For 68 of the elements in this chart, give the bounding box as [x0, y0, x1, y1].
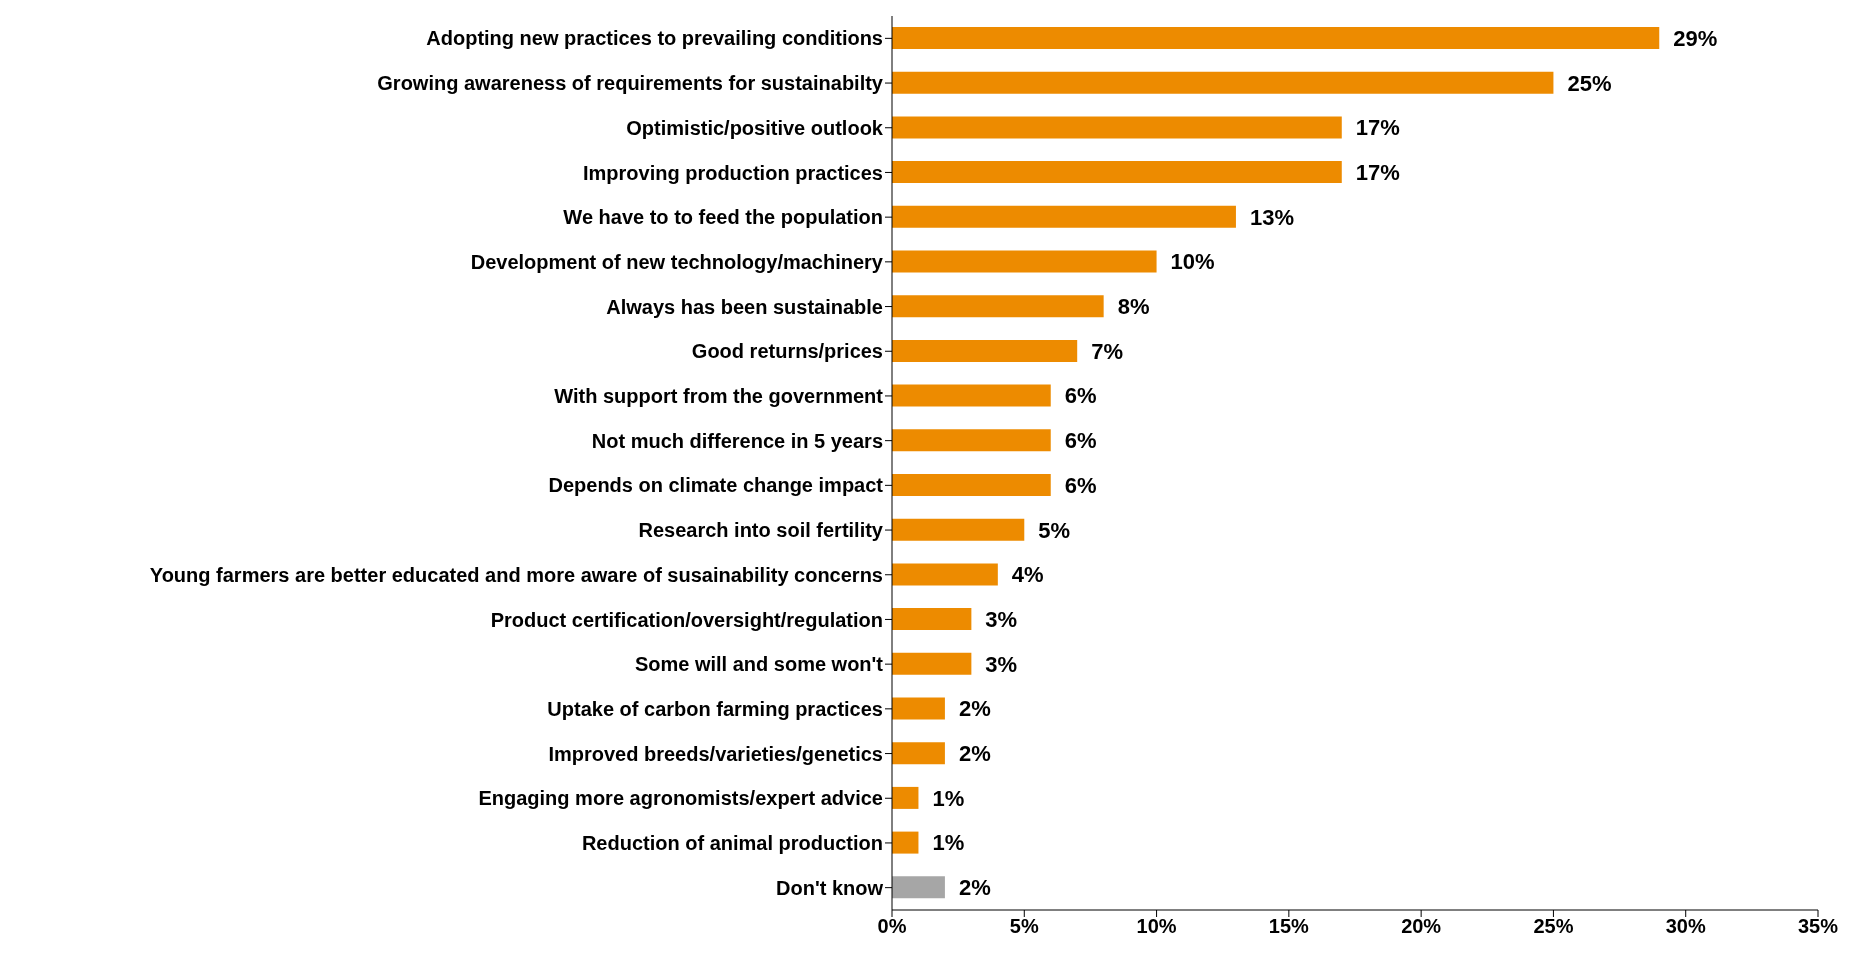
data-label: 2%	[958, 696, 991, 722]
data-label: 17%	[1355, 159, 1400, 185]
bar	[892, 161, 1342, 184]
data-label: 6%	[1064, 472, 1097, 498]
data-label: 25%	[1567, 70, 1612, 96]
bar	[892, 697, 945, 720]
y-tick-label: Adopting new practices to prevailing conditions	[426, 27, 883, 50]
y-tick-label: With support from the government	[554, 385, 884, 408]
data-label: 2%	[958, 741, 991, 767]
bar	[892, 384, 1051, 407]
y-tick-label: Research into soil fertility	[638, 519, 884, 542]
data-label: 5%	[1038, 517, 1071, 543]
y-tick-label: Young farmers are better educated and more aware of susainability concerns	[149, 563, 883, 586]
data-label: 7%	[1091, 338, 1123, 364]
bar	[892, 71, 1554, 94]
bar	[892, 786, 919, 809]
y-tick-label: Reduction of animal production	[581, 832, 883, 855]
data-label: 10%	[1170, 249, 1215, 275]
y-tick-label: We have to to feed the population	[563, 206, 883, 229]
x-tick-label: 10%	[1136, 915, 1177, 938]
bar	[892, 742, 945, 765]
y-tick-label: Always has been sustainable	[606, 295, 883, 318]
data-label: 6%	[1064, 383, 1097, 409]
data-label: 3%	[985, 606, 1018, 632]
y-tick-label: Improving production practices	[582, 161, 883, 184]
y-tick-label: Engaging more agronomists/expert advice	[478, 787, 883, 810]
y-tick-label: Some will and some won't	[634, 653, 884, 676]
bar	[892, 116, 1342, 139]
data-label: 29%	[1673, 25, 1718, 51]
bar	[892, 876, 945, 899]
bar	[892, 27, 1660, 49]
data-label: 17%	[1355, 115, 1400, 141]
y-tick-label: Growing awareness of requirements for sustainabilty	[377, 72, 884, 95]
x-tick-label: 15%	[1268, 915, 1310, 938]
x-tick-label: 30%	[1665, 915, 1706, 938]
y-tick-label: Optimistic/positive outlook	[626, 116, 884, 139]
bar	[892, 339, 1078, 362]
data-label: 3%	[985, 651, 1018, 677]
y-tick-label: Not much difference in 5 years	[591, 429, 883, 452]
y-tick-label: Good returns/prices	[691, 340, 883, 363]
x-tick-label: 25%	[1533, 915, 1574, 938]
y-tick-label: Depends on climate change impact	[548, 474, 884, 497]
data-label: 6%	[1064, 428, 1097, 454]
bar	[892, 518, 1025, 541]
data-label: 1%	[932, 830, 965, 856]
y-tick-label: Improved breeds/varieties/genetics	[548, 742, 883, 765]
y-tick-label: Development of new technology/machinery	[470, 250, 884, 273]
bar	[892, 250, 1157, 273]
data-label: 1%	[932, 785, 965, 811]
x-tick-label: 5%	[1009, 915, 1039, 938]
bar	[892, 295, 1104, 318]
data-label: 2%	[958, 875, 991, 901]
y-tick-label: Product certification/oversight/regulation	[490, 608, 883, 631]
bar	[892, 608, 972, 631]
x-tick-label: 35%	[1797, 915, 1839, 938]
bar	[892, 205, 1236, 228]
bar	[892, 474, 1051, 496]
y-tick-label: Uptake of carbon farming practices	[547, 697, 883, 720]
x-tick-label: 0%	[877, 915, 907, 938]
data-label: 8%	[1117, 294, 1150, 320]
x-tick-label: 20%	[1401, 915, 1442, 938]
bar	[892, 831, 919, 854]
data-label: 4%	[1011, 562, 1044, 588]
y-tick-label: Don't know	[776, 876, 884, 899]
bar	[892, 429, 1051, 452]
bar	[892, 652, 972, 675]
bar	[892, 563, 998, 586]
data-label: 13%	[1249, 204, 1294, 230]
